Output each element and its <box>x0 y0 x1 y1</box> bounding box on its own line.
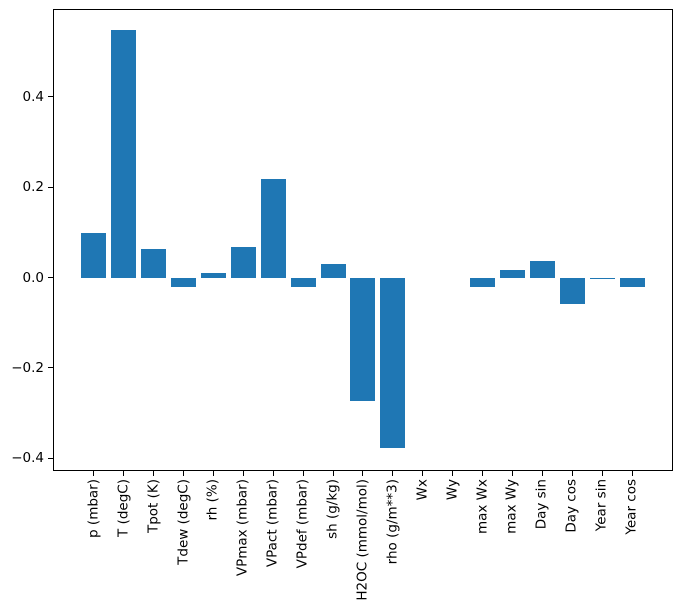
x-tick-label: sh (g/kg) <box>324 479 341 539</box>
bar <box>141 249 167 278</box>
y-tick-mark <box>48 186 53 188</box>
x-tick-mark <box>601 471 603 476</box>
bar <box>470 277 495 288</box>
bar <box>350 277 376 401</box>
x-tick-mark <box>242 471 244 476</box>
x-tick-mark <box>212 471 214 476</box>
x-tick-label: rho (g/m**3) <box>384 479 401 565</box>
x-tick-mark <box>422 471 424 476</box>
bar <box>529 261 555 278</box>
x-tick-mark <box>183 471 184 476</box>
x-tick-label: max Wx <box>474 479 490 535</box>
x-tick-mark <box>452 471 454 476</box>
y-tick-mark <box>48 96 53 98</box>
bar <box>200 272 226 278</box>
x-tick-label: Day sin <box>533 479 550 530</box>
y-tick-label: 0.2 <box>22 179 44 196</box>
bar <box>260 179 286 278</box>
x-tick-mark <box>153 471 155 476</box>
y-tick-label: 0.0 <box>22 269 44 286</box>
x-tick-mark <box>571 471 573 476</box>
x-tick-label: H2OC (mmol/mol) <box>354 479 371 601</box>
x-tick-label: Day cos <box>563 479 580 533</box>
x-tick-mark <box>482 471 483 476</box>
x-tick-label: Wy <box>444 479 461 501</box>
bar <box>499 270 525 278</box>
x-tick-label: Wx <box>414 479 431 501</box>
bar <box>380 277 406 449</box>
y-tick-label: −0.4 <box>11 450 44 467</box>
x-tick-mark <box>332 471 334 476</box>
bar <box>230 246 256 278</box>
bar <box>171 277 196 287</box>
bar <box>81 233 107 278</box>
y-tick-mark <box>48 367 53 369</box>
x-tick-label: Year sin <box>593 479 610 532</box>
y-tick-label: −0.2 <box>11 359 44 376</box>
y-tick-mark <box>48 277 53 279</box>
x-tick-label: Tpot (K) <box>145 479 162 534</box>
x-tick-mark <box>93 471 95 476</box>
x-tick-label: Tdew (degC) <box>175 479 191 565</box>
x-tick-mark <box>362 471 364 476</box>
x-tick-mark <box>541 471 543 476</box>
x-tick-mark <box>123 471 125 476</box>
x-tick-label: T (degC) <box>115 479 132 537</box>
x-tick-label: max Wy <box>503 479 520 534</box>
y-tick-label: 0.4 <box>22 88 44 105</box>
x-tick-label: VPdef (mbar) <box>294 479 311 569</box>
x-tick-label: VPact (mbar) <box>264 479 281 568</box>
bar <box>111 29 137 278</box>
x-tick-mark <box>392 471 394 476</box>
bar <box>619 277 645 287</box>
bar <box>290 277 316 288</box>
plot-area <box>53 9 673 471</box>
bar <box>320 263 346 278</box>
bar <box>559 277 585 304</box>
x-tick-label: rh (%) <box>204 479 221 521</box>
x-tick-label: VPmax (mbar) <box>234 479 251 577</box>
x-tick-mark <box>272 471 274 476</box>
bar <box>589 277 615 279</box>
y-tick-mark <box>48 457 53 459</box>
x-tick-label: Year cos <box>623 479 640 535</box>
x-tick-mark <box>511 471 513 476</box>
x-tick-mark <box>302 471 304 476</box>
x-tick-mark <box>631 471 633 476</box>
x-tick-label: p (mbar) <box>85 479 102 538</box>
